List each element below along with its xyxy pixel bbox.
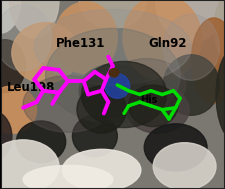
Ellipse shape (0, 140, 59, 189)
Ellipse shape (107, 59, 186, 112)
Ellipse shape (155, 0, 225, 43)
Ellipse shape (128, 85, 178, 127)
Text: Leu198: Leu198 (7, 81, 55, 94)
Text: Phe131: Phe131 (56, 37, 105, 50)
Ellipse shape (144, 124, 207, 171)
Ellipse shape (10, 0, 59, 38)
Ellipse shape (23, 76, 113, 132)
Ellipse shape (16, 121, 66, 163)
Ellipse shape (79, 64, 146, 117)
Ellipse shape (105, 74, 130, 98)
Ellipse shape (12, 23, 79, 83)
Ellipse shape (163, 14, 219, 80)
Ellipse shape (45, 28, 180, 123)
Ellipse shape (126, 86, 189, 133)
Ellipse shape (54, 2, 117, 74)
Ellipse shape (0, 86, 36, 133)
Ellipse shape (216, 47, 225, 142)
Ellipse shape (34, 9, 191, 85)
Circle shape (109, 69, 119, 77)
Ellipse shape (0, 40, 25, 93)
Ellipse shape (0, 5, 51, 71)
Ellipse shape (0, 0, 21, 33)
Ellipse shape (123, 0, 201, 80)
Text: Gln92: Gln92 (148, 37, 187, 50)
Ellipse shape (23, 165, 113, 189)
Ellipse shape (81, 61, 167, 128)
Ellipse shape (72, 115, 117, 157)
Ellipse shape (191, 18, 225, 103)
Ellipse shape (214, 0, 225, 66)
Text: His: His (140, 95, 157, 105)
Ellipse shape (77, 86, 126, 133)
Ellipse shape (163, 55, 219, 115)
Ellipse shape (79, 0, 146, 28)
Ellipse shape (153, 143, 216, 189)
Ellipse shape (62, 149, 141, 189)
Ellipse shape (0, 110, 12, 163)
